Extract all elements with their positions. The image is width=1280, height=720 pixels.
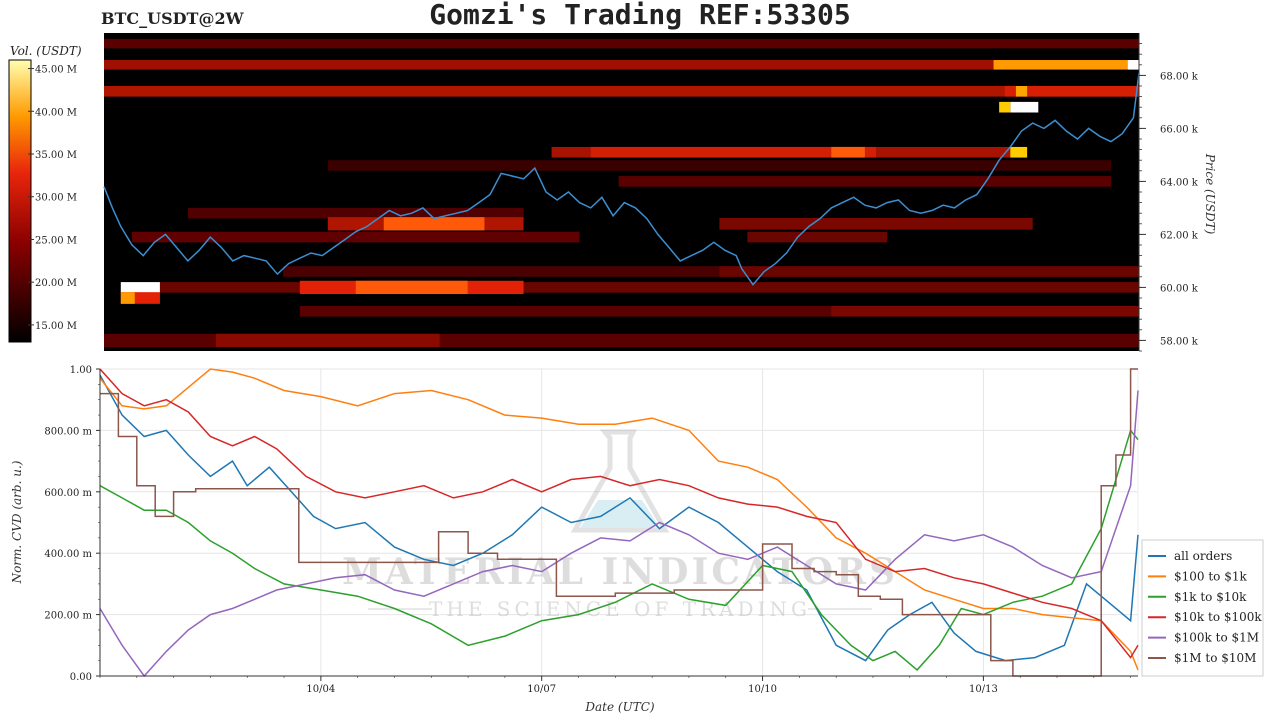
price-axis: 58.00 k 60.00 k 62.00 k 64.00 k 66.00 k 68.00…	[1138, 33, 1199, 352]
legend-entry: $1M to $10M	[1174, 651, 1256, 665]
legend-entry: $10k to $100k	[1174, 610, 1262, 624]
heatmap-band	[1010, 101, 1039, 113]
colorbar-ticks: 15.00 M 20.00 M 25.00 M 30.00 M 35.00 M 40.00…	[28, 65, 77, 332]
colorbar-tick-label: 45.00 M	[35, 65, 77, 76]
heatmap-band	[159, 282, 1140, 293]
price-tick-label: 64.00 k	[1160, 177, 1199, 188]
cvd-y-axis-label: Norm. CVD (arb. u.)	[10, 460, 24, 584]
watermark-brand: MATERIAL INDICATORS	[342, 551, 898, 593]
heatmap-band	[1127, 60, 1139, 70]
cvd-x-tick-label: 10/13	[969, 684, 998, 695]
colorbar-tick-label: 40.00 M	[35, 107, 77, 118]
cvd-x-tick-label: 10/04	[306, 684, 335, 695]
heatmap-band	[1010, 146, 1028, 158]
heatmap-band	[327, 160, 1112, 171]
cvd-y-tick-label: 600.00 m	[44, 488, 92, 499]
heatmap-band	[131, 231, 580, 243]
colorbar-tick-label: 20.00 M	[35, 278, 77, 289]
cvd-series-line	[99, 390, 1139, 678]
legend-entry: all orders	[1174, 549, 1232, 563]
heatmap-band	[999, 101, 1011, 113]
heatmap-panel: 58.00 k 60.00 k 62.00 k 64.00 k 66.00 k 68.00…	[103, 33, 1217, 352]
heatmap-band	[831, 305, 1139, 317]
heatmap-band	[120, 292, 160, 304]
cvd-x-tick-label: 10/07	[527, 684, 556, 695]
heatmap-band	[104, 38, 1139, 49]
legend-entry: $100 to $1k	[1174, 569, 1247, 583]
cvd-y-tick-label: 400.00 m	[44, 549, 92, 560]
colorbar-label: Vol. (USDT)	[10, 44, 82, 58]
legend-entry: $100k to $1M	[1174, 631, 1259, 645]
heatmap-band	[283, 266, 1139, 277]
price-line	[103, 72, 1140, 286]
cvd-y-tick-label: 1.00	[70, 365, 92, 376]
cvd-y-tick-label: 800.00 m	[44, 426, 92, 437]
price-tick-label: 60.00 k	[1160, 283, 1199, 294]
symbol-label: BTC_USDT@2W	[101, 9, 244, 28]
heatmap-band	[719, 217, 1033, 230]
legend-box	[1141, 539, 1264, 677]
colorbar-tick-label: 15.00 M	[35, 321, 77, 332]
price-tick-label: 62.00 k	[1160, 230, 1199, 241]
heatmap-band	[831, 146, 865, 158]
legend-entry: $1k to $10k	[1174, 590, 1247, 604]
colorbar-tick-label: 35.00 M	[35, 150, 77, 161]
heatmap-band	[1015, 86, 1028, 97]
heatmap-band	[590, 146, 877, 158]
cvd-series	[99, 368, 1139, 678]
cvd-series-line	[99, 374, 1139, 662]
colorbar-tick-label: 30.00 M	[35, 193, 77, 204]
cvd-legend: all orders $100 to $1k $1k to $10k $10k to …	[1141, 539, 1264, 677]
chart-title: Gomzi's Trading REF:53305	[429, 0, 851, 31]
price-tick-label: 66.00 k	[1160, 124, 1199, 135]
colorbar: 15.00 M 20.00 M 25.00 M 30.00 M 35.00 M 40.00…	[8, 59, 77, 343]
cvd-x-axis-label: Date (UTC)	[584, 700, 654, 714]
heatmap-band	[618, 176, 1112, 187]
cvd-grid	[100, 368, 1138, 677]
heatmap-band	[747, 231, 888, 243]
cvd-axes: 0.00 200.00 m 400.00 m 600.00 m 800.00 m 1.00…	[44, 365, 1138, 695]
cvd-y-tick-label: 0.00	[70, 672, 92, 683]
flask-icon	[570, 429, 670, 533]
heatmap-band	[383, 217, 485, 231]
heatmap-bands	[104, 38, 1140, 348]
heatmap-band	[719, 266, 1139, 277]
heatmap-band	[215, 333, 440, 348]
heatmap-band	[355, 280, 468, 295]
heatmap-band	[104, 60, 1139, 70]
heatmap-band	[993, 60, 1139, 70]
colorbar-tick-label: 25.00 M	[35, 235, 77, 246]
cvd-y-tick-label: 200.00 m	[44, 611, 92, 622]
heatmap-band	[187, 207, 524, 219]
heatmap-band	[120, 282, 160, 293]
colorbar-gradient	[8, 59, 32, 343]
heatmap-band	[120, 292, 135, 304]
price-tick-label: 68.00 k	[1160, 71, 1199, 82]
heatmap-band	[299, 305, 1140, 317]
heatmap-band	[104, 86, 1139, 97]
price-axis-label: Price (USDT)	[1203, 153, 1217, 235]
cvd-series-line	[100, 368, 1138, 677]
heatmap-background	[104, 33, 1139, 351]
flask-liquid-icon	[580, 500, 660, 528]
cvd-panel: MATERIAL INDICATORS THE SCIENCE OF TRADI…	[10, 365, 1139, 714]
heatmap-band	[1004, 86, 1139, 97]
cvd-series-line	[99, 368, 1139, 659]
price-tick-label: 58.00 k	[1160, 336, 1199, 347]
cvd-x-tick-label: 10/10	[748, 684, 777, 695]
cvd-series-line	[99, 368, 1139, 671]
